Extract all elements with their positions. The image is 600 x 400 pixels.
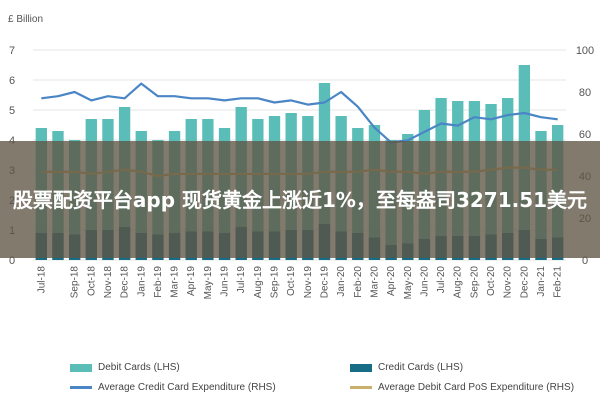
x-tick-label: Sep-18 — [70, 266, 81, 299]
left-tick-label: 5 — [9, 105, 15, 117]
legend-debit-cards: Debit Cards (LHS) — [70, 362, 180, 373]
x-tick-label: Feb-21 — [553, 266, 564, 298]
x-tick-label: Sep-19 — [270, 266, 281, 299]
x-tick-label: Apr-20 — [386, 266, 397, 296]
x-tick-label: Nov-19 — [303, 266, 314, 299]
x-tick-label: Nov-20 — [503, 266, 514, 299]
x-tick-label: Jan-19 — [136, 266, 147, 297]
x-tick-label: Jan-21 — [536, 266, 547, 297]
legend-avg-debit-pos: Average Debit Card PoS Expenditure (RHS) — [350, 382, 574, 393]
x-tick-label: Jun-20 — [419, 266, 430, 297]
legend: Debit Cards (LHS) Credit Cards (LHS) Ave… — [40, 360, 600, 400]
x-tick-label: Dec-20 — [519, 266, 530, 299]
left-tick-label: 0 — [9, 255, 15, 267]
x-tick-label: May-20 — [403, 266, 414, 300]
x-tick-label: Oct-20 — [486, 266, 497, 296]
x-tick-label: Mar-19 — [170, 266, 181, 298]
watermark-overlay: 股票配资平台app 现货黄金上涨近1%，至每盎司3271.51美元 — [0, 141, 600, 258]
overlay-text: 股票配资平台app 现货黄金上涨近1%，至每盎司3271.51美元 — [12, 187, 588, 212]
x-tick-label: Jul-20 — [436, 266, 447, 294]
legend-avg-credit: Average Credit Card Expenditure (RHS) — [70, 382, 276, 393]
left-tick-label: 6 — [9, 75, 15, 87]
x-tick-label: Oct-19 — [286, 266, 297, 296]
x-tick-label: Oct-18 — [86, 266, 97, 296]
x-tick-label: Feb-19 — [153, 266, 164, 298]
left-axis-unit: £ Billion — [8, 14, 43, 25]
legend-credit-label: Credit Cards (LHS) — [378, 362, 464, 373]
legend-credit-swatch — [350, 363, 372, 372]
right-tick-label: 60 — [579, 129, 591, 141]
x-tick-label: Jan-20 — [336, 266, 347, 297]
legend-credit-cards: Credit Cards (LHS) — [350, 362, 463, 373]
x-tick-label: Jul-18 — [36, 266, 47, 294]
right-tick-label: 80 — [579, 87, 591, 99]
x-tick-label: Dec-18 — [120, 266, 131, 299]
x-tick-label: Apr-19 — [186, 266, 197, 296]
x-axis-ticks: Jul-18 Sep-18 Oct-18 Nov-18 Dec-18 Jan-19 Feb-… — [36, 266, 563, 300]
x-tick-label: Feb-20 — [353, 266, 364, 298]
legend-avg-credit-label: Average Credit Card Expenditure (RHS) — [98, 382, 276, 393]
left-tick-label: 7 — [9, 45, 15, 57]
legend-avg-debit-label: Average Debit Card PoS Expenditure (RHS) — [378, 382, 575, 393]
x-tick-label: Aug-20 — [453, 266, 464, 299]
x-tick-label: Nov-18 — [103, 266, 114, 299]
avg-credit-line — [41, 82, 558, 144]
legend-avg-credit-swatch — [70, 386, 92, 389]
legend-avg-debit-swatch — [350, 386, 372, 389]
x-tick-label: Jun-19 — [220, 266, 231, 297]
x-tick-label: Mar-20 — [369, 266, 380, 298]
legend-debit-swatch — [70, 363, 92, 372]
legend-debit-label: Debit Cards (LHS) — [98, 362, 180, 373]
x-tick-label: Aug-19 — [253, 266, 264, 299]
x-tick-label: Sep-20 — [469, 266, 480, 299]
x-tick-label: Dec-19 — [319, 266, 330, 299]
right-tick-label: 0 — [582, 255, 588, 267]
right-tick-label: 100 — [576, 45, 594, 57]
x-tick-label: Jul-19 — [236, 266, 247, 294]
x-tick-label: May-19 — [203, 266, 214, 300]
